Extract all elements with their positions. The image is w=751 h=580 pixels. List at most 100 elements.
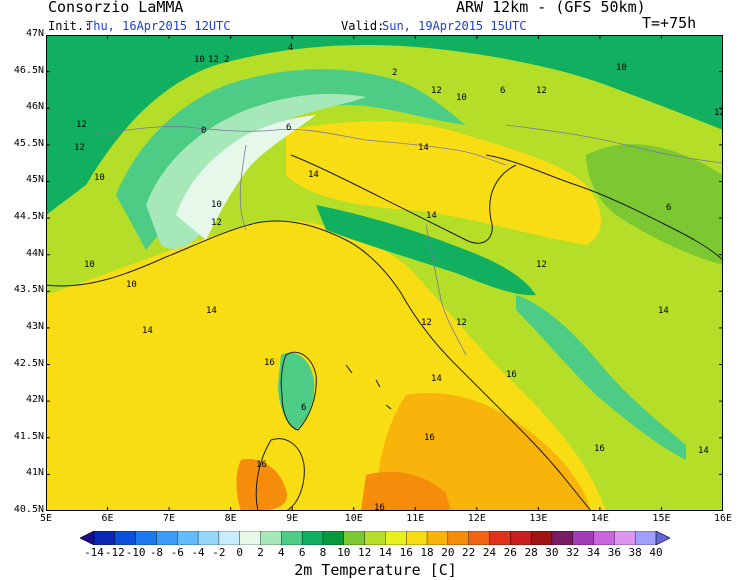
colorbar-tick-label: -14 xyxy=(84,546,104,559)
isotherm-label: 12 xyxy=(76,120,87,130)
colorbar-swatch xyxy=(239,531,262,545)
balkan-green xyxy=(586,144,723,265)
valid-value: Sun, 19Apr2015 15UTC xyxy=(382,19,527,33)
colorbar-swatch xyxy=(614,531,636,545)
isotherm-label: 12 xyxy=(456,318,467,328)
isotherm-label: 12 xyxy=(208,55,219,65)
colorbar-tick-label: -10 xyxy=(125,546,146,559)
isotherm-label: 14 xyxy=(418,143,429,153)
isotherm-label: 16 xyxy=(424,433,435,443)
colorbar-swatch xyxy=(281,531,303,545)
isotherm-label: 14 xyxy=(658,306,669,316)
isotherm-label: 10 xyxy=(616,63,627,73)
borders xyxy=(95,124,723,356)
lat-tick-label: 47N xyxy=(25,28,44,39)
colorbar-tick-label: -6 xyxy=(170,546,184,559)
isotherm-label: 14 xyxy=(698,446,709,456)
colorbar-tick-label: 30 xyxy=(545,546,559,559)
isotherm-label: 10 xyxy=(94,173,105,183)
isotherm-label: 16 xyxy=(594,444,605,454)
coastlines xyxy=(46,154,723,511)
map-frame xyxy=(46,35,723,511)
colorbar-swatch xyxy=(301,531,324,545)
isotherm-label: 16 xyxy=(256,460,267,470)
init-value: Thu, 16Apr2015 12UTC xyxy=(86,19,231,33)
producer-title: Consorzio LaMMA xyxy=(48,0,184,16)
colorbar-tick-label: 24 xyxy=(482,546,497,559)
isotherm-label: 12 xyxy=(714,108,723,118)
colorbar-tick-label: 12 xyxy=(357,546,372,559)
lon-tick-label: 15E xyxy=(652,513,671,524)
colorbar-tick-label: 32 xyxy=(566,546,580,559)
lat-tick-label: 46N xyxy=(25,101,44,113)
isotherm-label: 2 xyxy=(392,68,397,78)
colorbar-swatch xyxy=(385,531,407,545)
lon-tick-label: 7E xyxy=(163,513,176,524)
isotherm-label: 6 xyxy=(666,203,671,213)
lat-tick-label: 45.5N xyxy=(13,137,44,149)
isotherm-label: 10 xyxy=(194,55,205,65)
forecast-step: T=+75h xyxy=(642,14,697,32)
lon-tick-label: 6E xyxy=(101,513,114,524)
colorbar-tick-label: 40 xyxy=(649,546,663,559)
colorbar-tick-label: 2 xyxy=(257,546,264,559)
colorbar-high-arrow xyxy=(655,531,670,545)
colorbar-tick-label: 38 xyxy=(628,546,642,559)
colorbar-swatch xyxy=(489,531,511,545)
isotherm-label: 4 xyxy=(288,43,293,53)
colorbar-swatch xyxy=(551,531,574,545)
isotherm-label: 12 xyxy=(431,86,442,96)
colorbar-swatch xyxy=(447,531,470,545)
colorbar-tick-label: 16 xyxy=(399,546,413,559)
isotherm-label: 12 xyxy=(74,143,85,153)
warm-field-po xyxy=(286,121,601,245)
colorbar-swatch xyxy=(426,531,449,545)
warm-field-south xyxy=(376,393,591,511)
colorbar-title: 2m Temperature [C] xyxy=(294,561,457,579)
isotherm-label: 14 xyxy=(308,170,319,180)
isotherm-label: 2 xyxy=(224,55,229,65)
isotherm-label: 14 xyxy=(431,374,442,384)
alps-snow-core xyxy=(176,115,316,240)
isotherm-label: 16 xyxy=(264,358,275,368)
colorbar-tick-label: 0 xyxy=(236,546,244,559)
colorbar-tick-label: 14 xyxy=(378,546,393,559)
lon-tick-label: 12E xyxy=(467,513,486,524)
apennine-band-north xyxy=(316,205,536,296)
colorbar-swatch xyxy=(260,531,283,545)
temperature-map: 10 12 2 4 2 12 10 6 12 10 12 12 12 10 0 … xyxy=(46,35,723,511)
hot-spot-sardinia xyxy=(236,459,287,511)
colorbar-swatch xyxy=(135,531,158,545)
isotherm-labels: 10 12 2 4 2 12 10 6 12 10 12 12 12 10 0 … xyxy=(74,43,723,511)
isotherm-label: 12 xyxy=(536,260,547,270)
isotherm-label: 10 xyxy=(84,260,95,270)
colorbar-low-arrow xyxy=(80,531,95,545)
colorbar-tick-label: -8 xyxy=(149,546,164,559)
colorbar-tick-label: 10 xyxy=(337,546,351,559)
lat-tick-label: 44.5N xyxy=(13,211,44,223)
lat-tick-label: 42N xyxy=(25,394,44,406)
valid-label: Valid: xyxy=(341,19,385,33)
lat-tick-label: 41.5N xyxy=(13,430,44,442)
isotherm-label: 12 xyxy=(421,318,432,328)
colorbar-tick-label: 26 xyxy=(503,546,517,559)
colorbar-swatch xyxy=(510,531,532,545)
isotherm-label: 14 xyxy=(206,306,217,316)
colorbar xyxy=(80,531,670,545)
lon-tick-label: 11E xyxy=(406,513,425,524)
alps-lightgreen xyxy=(116,69,466,251)
lat-tick-label: 42.5N xyxy=(13,357,44,369)
isotherm-label: 10 xyxy=(456,93,467,103)
lon-tick-label: 5E xyxy=(39,513,53,524)
isotherm-label: 16 xyxy=(506,370,517,380)
colorbar-tick-label: 18 xyxy=(420,546,434,559)
colorbar-tick-label: 8 xyxy=(319,546,327,559)
lat-tick-label: 43N xyxy=(25,320,44,332)
colorbar-tick-label: 22 xyxy=(462,546,476,559)
colorbar-swatch xyxy=(93,531,116,545)
hot-spot-tyrrhenian xyxy=(361,471,451,511)
lat-tick-label: 45N xyxy=(25,174,44,186)
colorbar-tick-label: 36 xyxy=(607,546,621,559)
lon-tick-label: 13E xyxy=(529,513,548,524)
isotherm-label: 14 xyxy=(142,326,153,336)
